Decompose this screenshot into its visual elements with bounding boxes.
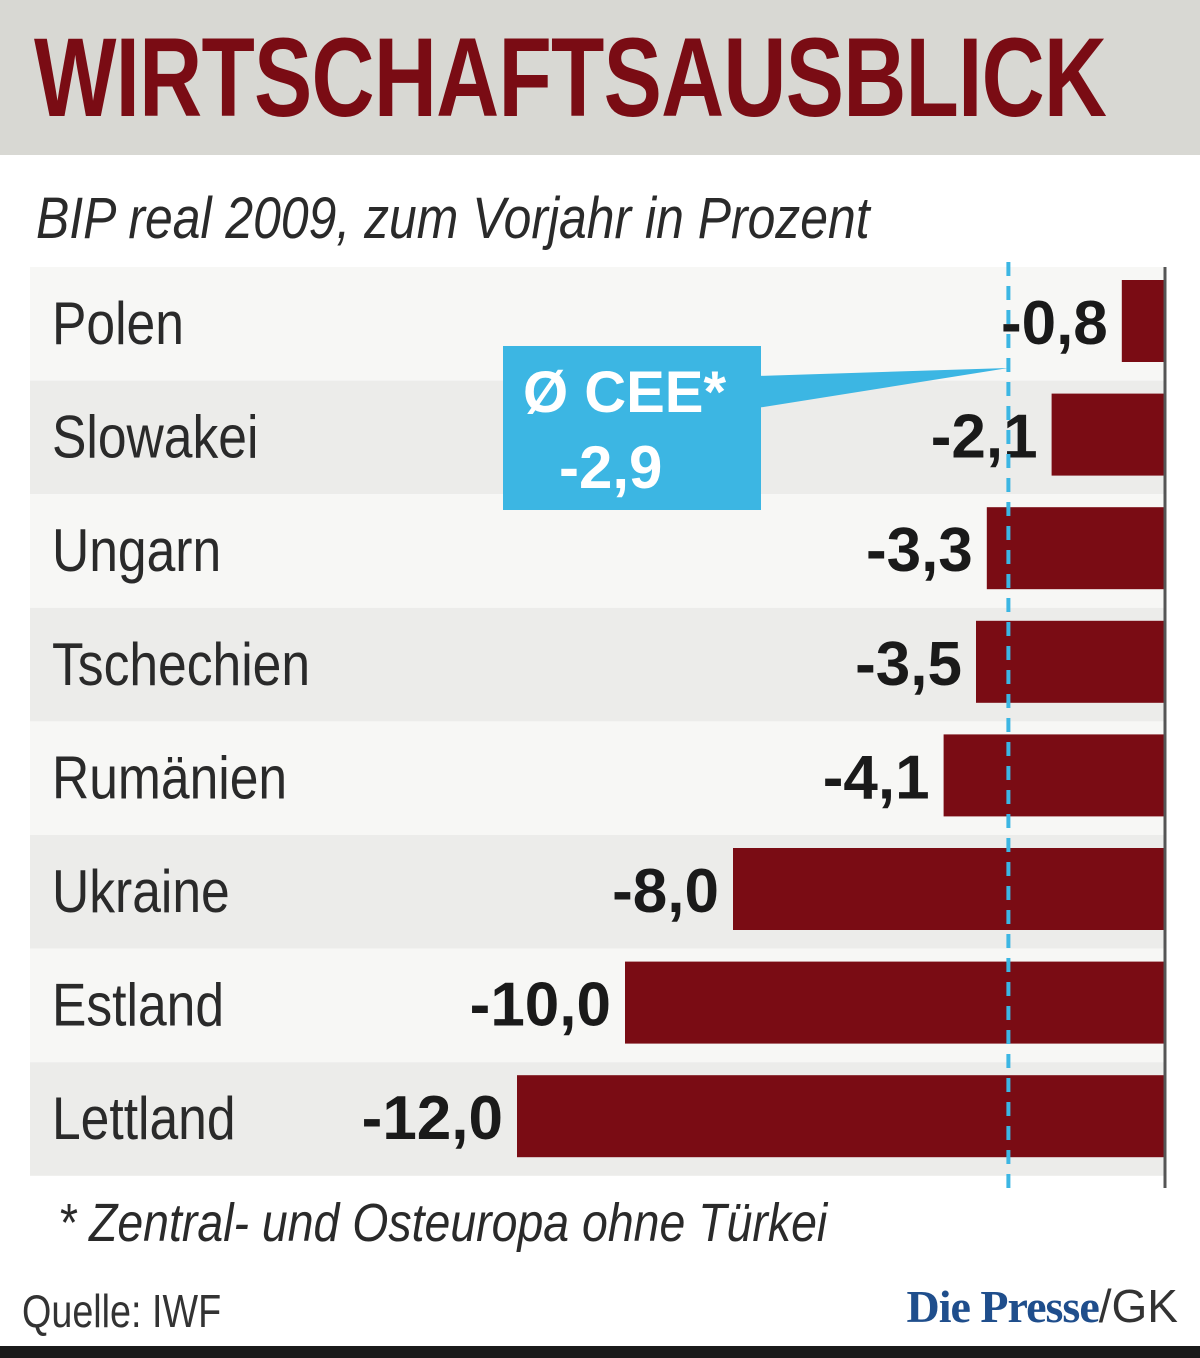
callout-box — [503, 346, 761, 510]
brand-logo: Die Presse — [906, 1281, 1100, 1332]
value-label: -0,8 — [1001, 289, 1108, 358]
row-background — [30, 607, 1165, 722]
value-label: -3,5 — [855, 630, 962, 699]
bar — [976, 620, 1165, 703]
value-label: -3,3 — [866, 516, 973, 585]
bar — [517, 1075, 1165, 1158]
category-label: Slowakei — [52, 403, 258, 471]
bar — [986, 507, 1165, 590]
category-label: Ukraine — [52, 857, 230, 925]
row-background — [30, 494, 1165, 608]
value-label: -4,1 — [823, 743, 930, 812]
callout-pointer — [757, 368, 1009, 408]
category-label: Polen — [52, 289, 184, 357]
credit-suffix: /GK — [1098, 1280, 1178, 1332]
category-label: Lettland — [52, 1085, 236, 1153]
credit: Die Presse/GK — [907, 1278, 1179, 1335]
value-label: -12,0 — [362, 1084, 503, 1153]
reference-value: -2,9 — [559, 434, 662, 501]
category-label: Ungarn — [52, 517, 221, 585]
category-label: Estland — [52, 971, 224, 1039]
bar — [733, 848, 1165, 930]
bottom-rule — [0, 1346, 1200, 1358]
value-label: -8,0 — [612, 857, 719, 926]
bar — [625, 961, 1165, 1044]
bar — [943, 734, 1165, 817]
value-label: -10,0 — [470, 971, 611, 1040]
footnote: * Zentral- und Osteuropa ohne Türkei — [58, 1193, 828, 1253]
header-band: WIRTSCHAFTSAUSBLICK — [0, 0, 1200, 155]
category-label: Rumänien — [52, 744, 287, 812]
bar — [1121, 280, 1165, 362]
chart-subtitle: BIP real 2009, zum Vorjahr in Prozent — [36, 186, 870, 251]
source-label: Quelle: IWF — [22, 1285, 222, 1337]
reference-label: Ø CEE* — [523, 360, 726, 425]
header-separator — [0, 155, 1200, 161]
chart-title: WIRTSCHAFTSAUSBLICK — [34, 15, 1107, 140]
category-label: Tschechien — [52, 630, 310, 698]
bar — [1051, 393, 1165, 476]
value-label: -2,1 — [931, 403, 1038, 472]
